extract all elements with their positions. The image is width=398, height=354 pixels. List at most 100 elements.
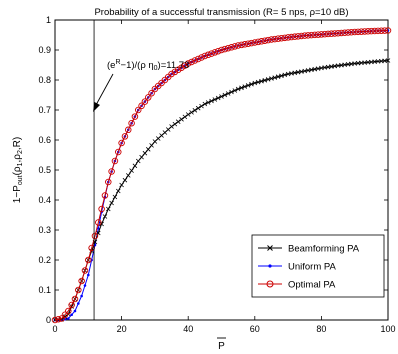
data-point-circle xyxy=(121,133,129,140)
data-point-dot xyxy=(73,309,77,313)
data-point-circle xyxy=(351,28,358,36)
x-tick-label: 80 xyxy=(316,324,326,334)
data-point-circle xyxy=(358,28,365,35)
data-point-x xyxy=(245,83,251,88)
data-point-circle xyxy=(368,27,375,35)
data-point-x xyxy=(182,114,188,120)
x-tick-label: 20 xyxy=(117,324,127,334)
data-point-x xyxy=(189,110,194,115)
data-point-circle xyxy=(251,39,259,46)
data-point-x xyxy=(219,94,224,99)
data-point-circle xyxy=(381,27,388,34)
data-point-dot xyxy=(96,227,100,230)
data-point-circle xyxy=(218,46,225,54)
data-point-circle xyxy=(354,28,362,36)
data-point-circle xyxy=(274,35,282,42)
x-axis-label-text: P xyxy=(218,341,225,352)
data-point-x xyxy=(255,79,261,85)
data-point-dot xyxy=(70,313,73,317)
legend-label: Optimal PA xyxy=(288,280,336,291)
data-point-circle xyxy=(85,256,92,264)
data-point-x xyxy=(242,84,248,89)
data-point-circle xyxy=(224,44,232,52)
annotation-arrow-shaft xyxy=(95,73,114,106)
data-point-x xyxy=(212,97,218,102)
data-point-circle xyxy=(71,295,79,303)
data-point-circle xyxy=(314,31,322,38)
legend-label: Beamforming PA xyxy=(288,244,360,255)
data-point-circle xyxy=(241,41,249,48)
data-point-circle xyxy=(334,29,342,37)
data-point-x xyxy=(62,314,68,319)
data-point-x xyxy=(225,91,231,96)
x-tick-label: 60 xyxy=(250,324,260,334)
data-point-dot xyxy=(77,302,80,305)
data-point-x xyxy=(222,92,228,98)
data-point-x xyxy=(169,124,174,129)
data-point-x xyxy=(239,85,244,91)
data-point-circle xyxy=(344,29,352,36)
y-tick-label: 0 xyxy=(46,315,51,325)
data-point-x xyxy=(185,112,191,117)
y-tick-label: 0.7 xyxy=(38,105,51,115)
data-point-x xyxy=(129,168,134,173)
legend-item-uniform-pa: Uniform PA xyxy=(258,262,337,273)
data-point-circle xyxy=(364,28,372,35)
data-point-circle xyxy=(248,39,255,47)
data-point-circle xyxy=(284,34,292,41)
data-point-circle xyxy=(228,44,235,51)
data-point-circle xyxy=(321,30,328,38)
data-point-circle xyxy=(234,42,242,49)
data-point-circle xyxy=(378,27,385,34)
data-point-x xyxy=(119,182,124,188)
data-point-circle xyxy=(111,157,119,165)
legend-marker xyxy=(268,264,272,268)
data-point-circle xyxy=(68,301,75,309)
data-point-x xyxy=(259,78,264,84)
legend-label: Uniform PA xyxy=(288,262,337,273)
data-point-circle xyxy=(128,119,135,127)
data-point-circle xyxy=(178,64,185,71)
data-point-circle xyxy=(318,31,325,38)
x-axis-label: P xyxy=(217,337,226,352)
legend-item-beamforming-pa: Beamforming PA xyxy=(258,244,360,255)
data-point-circle xyxy=(188,58,195,66)
data-point-circle xyxy=(261,37,269,44)
data-point-dot xyxy=(80,294,83,298)
data-point-circle xyxy=(81,267,89,274)
threshold-annotation: (eR−1)/(ρ η0)=11.73 xyxy=(93,20,189,320)
data-point-circle xyxy=(174,66,182,74)
data-point-x xyxy=(275,74,281,79)
data-point-circle xyxy=(338,29,345,37)
data-point-circle xyxy=(191,57,199,64)
data-point-circle xyxy=(278,34,285,42)
data-point-x xyxy=(282,72,288,78)
legend-marker xyxy=(267,245,273,251)
y-tick-label: 0.8 xyxy=(38,75,51,85)
data-point-circle xyxy=(61,311,69,319)
legend: Beamforming PA Uniform PA Optimal PA xyxy=(251,234,385,298)
series-optimal-pa xyxy=(51,27,392,324)
data-point-x xyxy=(112,194,118,200)
data-point-x xyxy=(139,154,144,160)
annotation-arrow-head xyxy=(93,102,100,112)
series-group xyxy=(51,27,392,324)
data-point-x xyxy=(142,150,148,156)
data-point-circle xyxy=(131,113,139,120)
data-point-x xyxy=(269,76,274,81)
data-point-circle xyxy=(254,38,262,46)
data-point-x xyxy=(125,173,131,178)
data-point-circle xyxy=(238,41,245,49)
y-axis: 0 0.1 0.2 0.3 0.4 0.5 0.6 0.7 0.8 0.9 1 xyxy=(38,15,388,325)
data-point-circle xyxy=(141,98,149,105)
data-point-circle xyxy=(328,30,335,37)
y-tick-label: 1 xyxy=(46,15,51,25)
data-point-x xyxy=(199,103,204,109)
data-point-x xyxy=(205,100,211,105)
data-point-x xyxy=(175,119,181,124)
data-point-x xyxy=(122,177,128,183)
y-tick-label: 0.3 xyxy=(38,225,51,235)
legend-item-optimal-pa: Optimal PA xyxy=(258,280,336,291)
data-point-x xyxy=(229,89,234,95)
y-tick-label: 0.6 xyxy=(38,135,51,145)
